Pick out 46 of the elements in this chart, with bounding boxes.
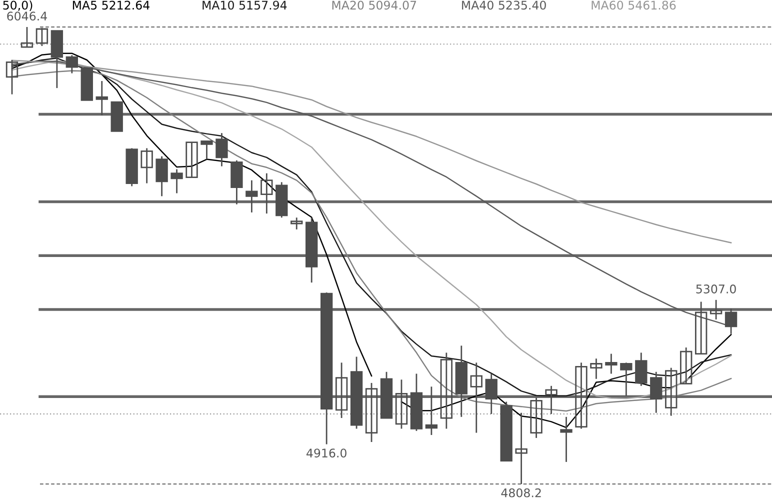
candlestick xyxy=(680,346,692,384)
candlestick xyxy=(66,54,78,74)
candlestick xyxy=(156,156,168,197)
candlestick xyxy=(200,140,213,160)
candlestick xyxy=(485,373,498,415)
candlestick xyxy=(650,371,662,414)
candlestick xyxy=(694,301,708,354)
candlestick xyxy=(575,362,588,430)
candlestick xyxy=(710,299,722,320)
candlestick xyxy=(140,148,153,184)
text: MA5 5212.64 xyxy=(72,0,150,10)
candlestick xyxy=(724,308,738,335)
candlestick xyxy=(335,362,348,419)
candlestick xyxy=(560,416,572,463)
candlestick xyxy=(395,378,408,430)
candlestick xyxy=(545,385,558,415)
candlestick xyxy=(590,358,602,380)
candlestick xyxy=(170,168,183,194)
candlestick xyxy=(216,132,228,167)
annotation: 5307.0 xyxy=(696,284,736,294)
candlestick xyxy=(470,362,482,434)
candlestick xyxy=(6,59,18,96)
candlestick xyxy=(246,180,258,214)
candlestick xyxy=(605,353,618,374)
candlestick xyxy=(20,26,34,48)
text: MA40 5235.40 xyxy=(462,0,546,10)
annotation: 6046.4 xyxy=(7,12,47,21)
candlestick xyxy=(515,412,528,485)
text: MA20 5094.07 xyxy=(332,0,416,10)
candlestick xyxy=(440,352,453,430)
candlestick xyxy=(620,362,632,397)
candlestick xyxy=(365,382,378,443)
candlestick xyxy=(290,216,303,230)
candlestick xyxy=(36,27,48,47)
text: MA10 5157.94 xyxy=(202,0,287,10)
candlestick xyxy=(665,367,678,416)
candlestick xyxy=(96,80,108,116)
annotation: 4916.0 xyxy=(306,448,346,458)
candlestick xyxy=(530,397,542,439)
candlestick xyxy=(186,142,198,178)
candlestick xyxy=(635,352,648,387)
candlestick xyxy=(425,386,438,436)
annotation: 4808.2 xyxy=(501,488,541,498)
text: 50,0) xyxy=(3,0,32,12)
candlestick xyxy=(260,172,273,214)
text: MA60 5461.86 xyxy=(592,0,676,10)
